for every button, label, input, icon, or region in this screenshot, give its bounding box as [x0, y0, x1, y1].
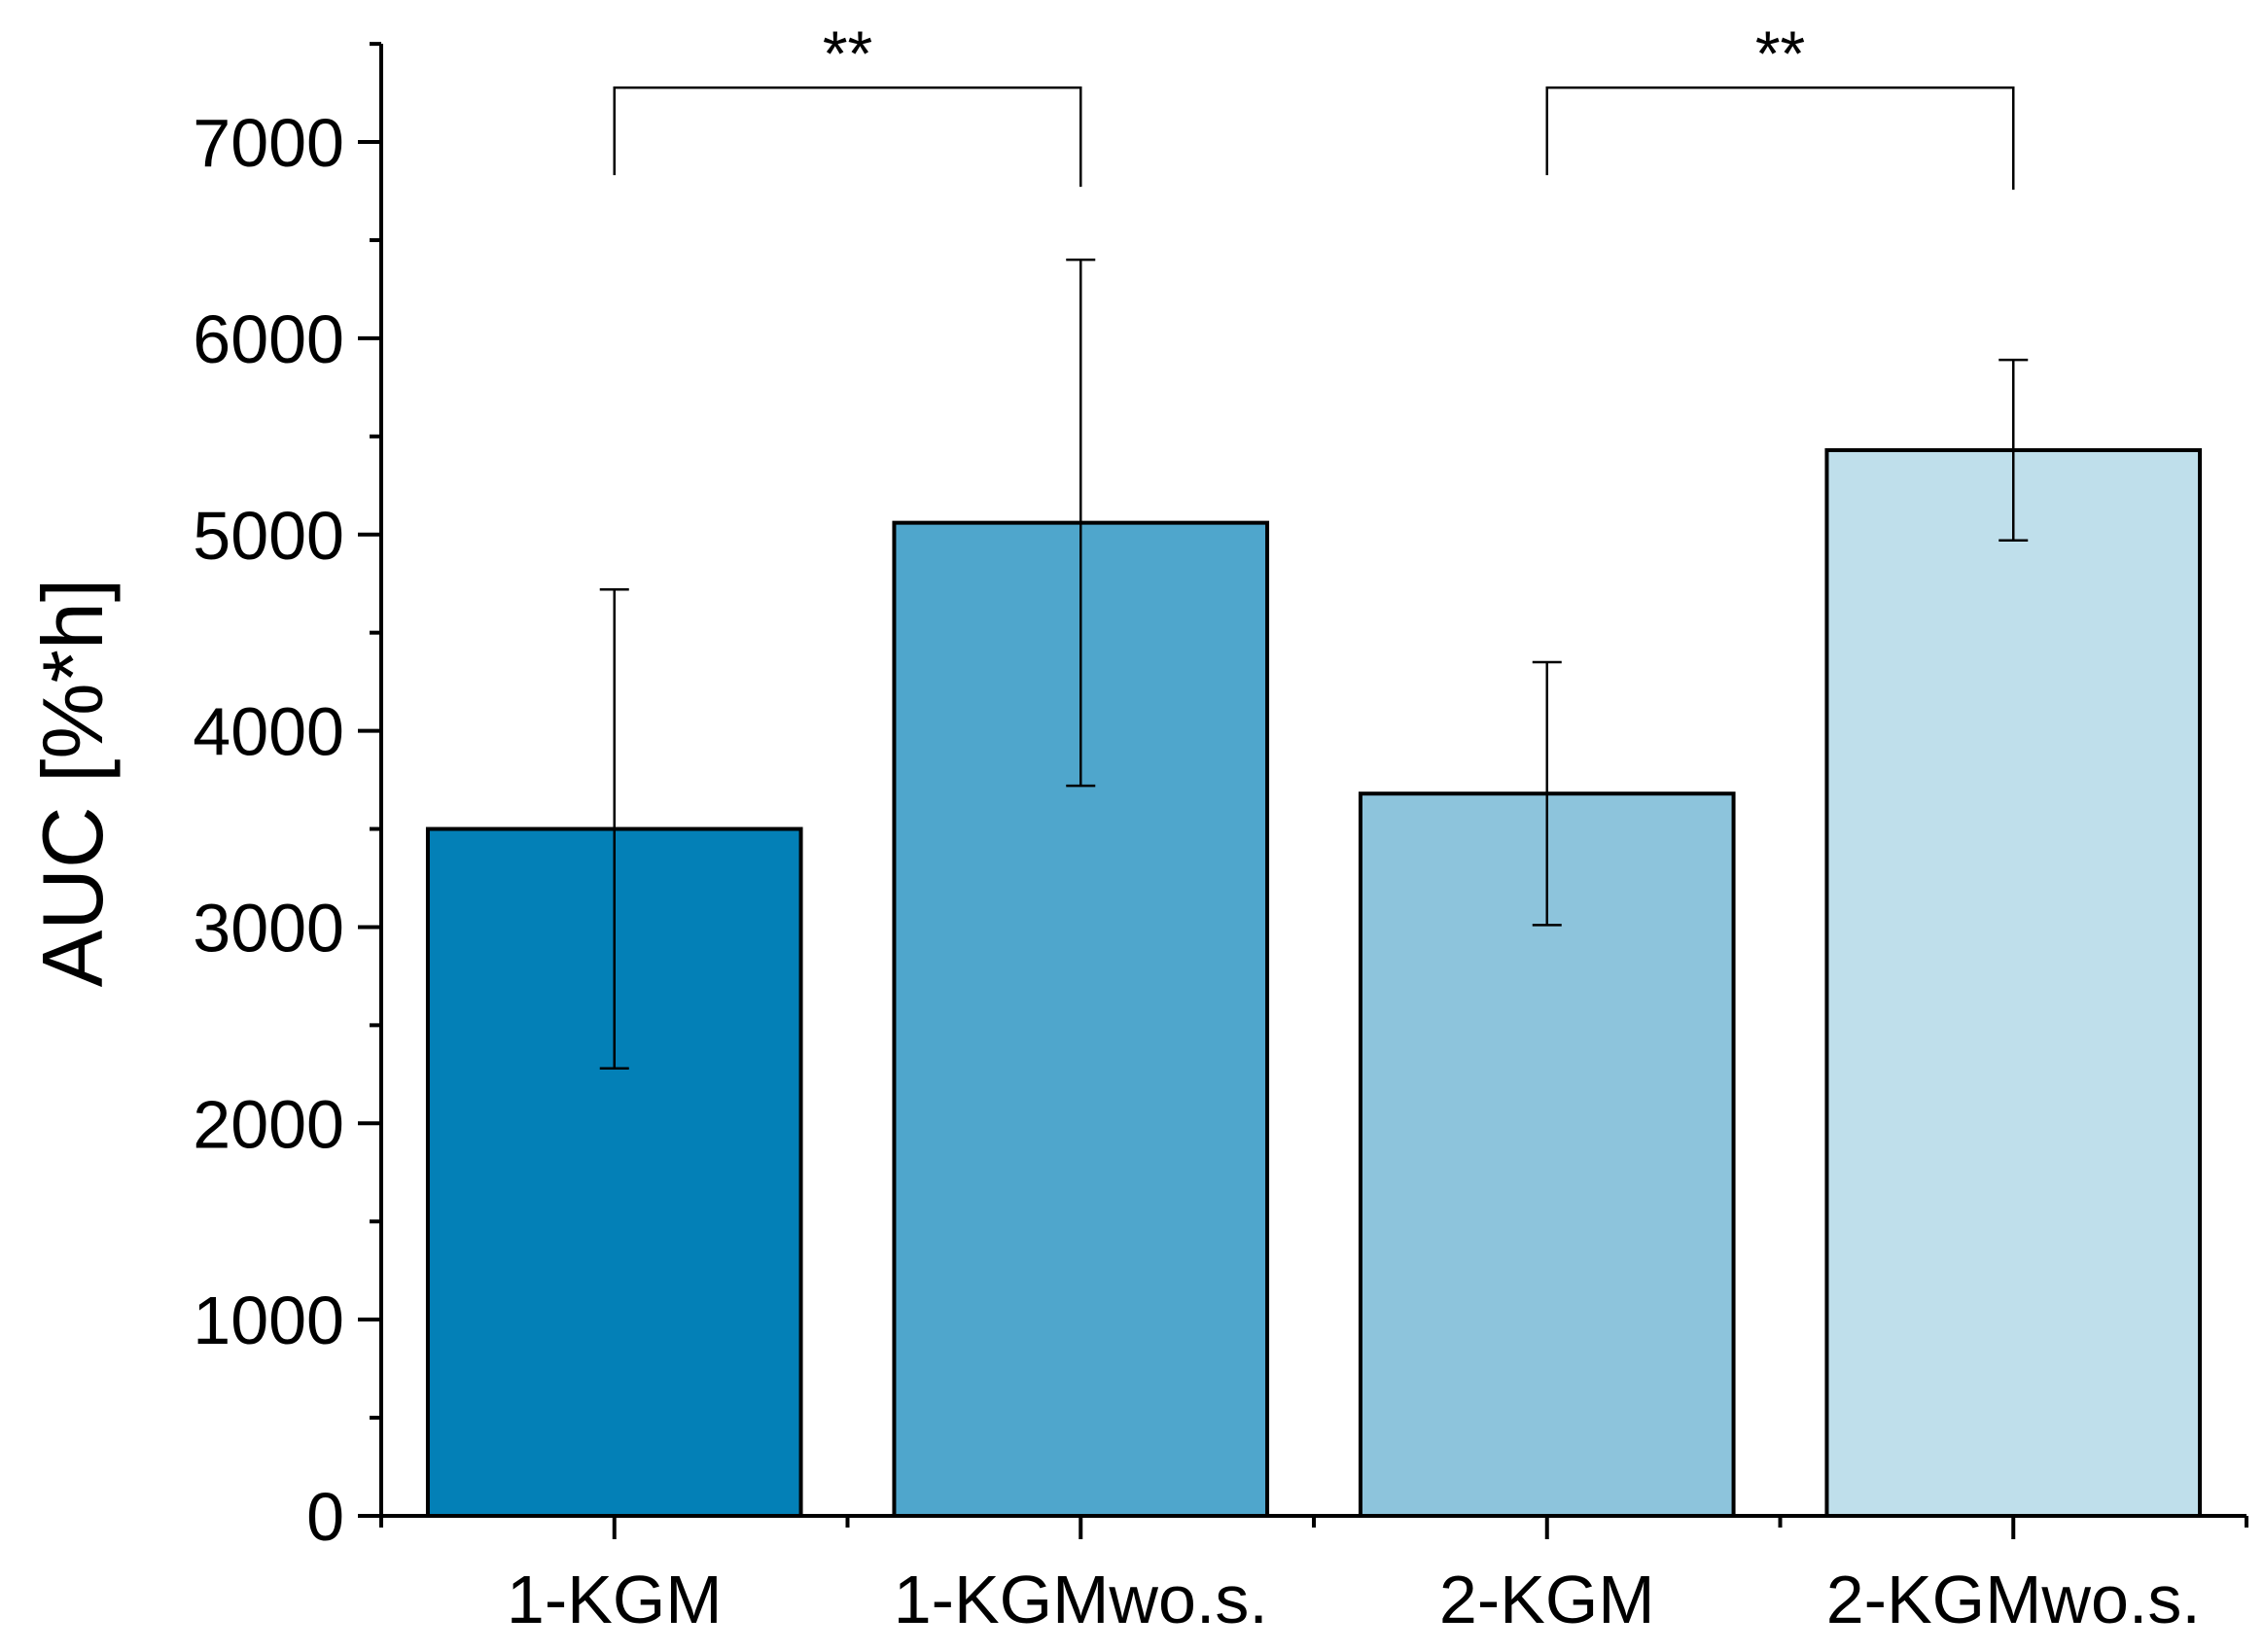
y-tick-label: 6000	[193, 301, 344, 377]
significance-label: **	[1755, 18, 1805, 89]
x-tick-label: 2-KGMwo.s.	[1826, 1562, 2201, 1637]
error-bar	[1532, 660, 1562, 927]
y-axis-title: AUC [%*h]	[24, 579, 121, 988]
x-tick-label: 2-KGM	[1439, 1562, 1655, 1637]
error-bars	[599, 258, 2029, 1071]
bracket-line	[613, 86, 1082, 188]
significance-bracket: **	[1545, 18, 2015, 191]
y-tick-label: 3000	[193, 890, 344, 966]
error-bar	[1999, 358, 2029, 543]
y-tick-label: 1000	[193, 1283, 344, 1358]
bar-2-kgmwo-s-	[1824, 447, 2203, 1519]
significance-bracket: **	[613, 18, 1082, 188]
x-tick-label: 1-KGMwo.s.	[894, 1562, 1268, 1637]
bars	[425, 447, 2203, 1519]
x-tick-label: 1-KGM	[507, 1562, 723, 1637]
axes: 0 1000 2000 3000 4000 5000 6000 7000 1-KGM 1-KGMw…	[193, 42, 2248, 1637]
significance-label: **	[823, 18, 872, 89]
y-tick-label: 2000	[193, 1086, 344, 1162]
significance-brackets: ** **	[613, 18, 2015, 191]
y-tick-label: 5000	[193, 498, 344, 574]
error-bar	[599, 588, 629, 1071]
error-bar	[1066, 258, 1096, 788]
bracket-line	[1545, 86, 2015, 191]
y-tick-label: 0	[306, 1479, 344, 1555]
y-tick-label: 7000	[193, 105, 344, 181]
y-tick-label: 4000	[193, 694, 344, 770]
